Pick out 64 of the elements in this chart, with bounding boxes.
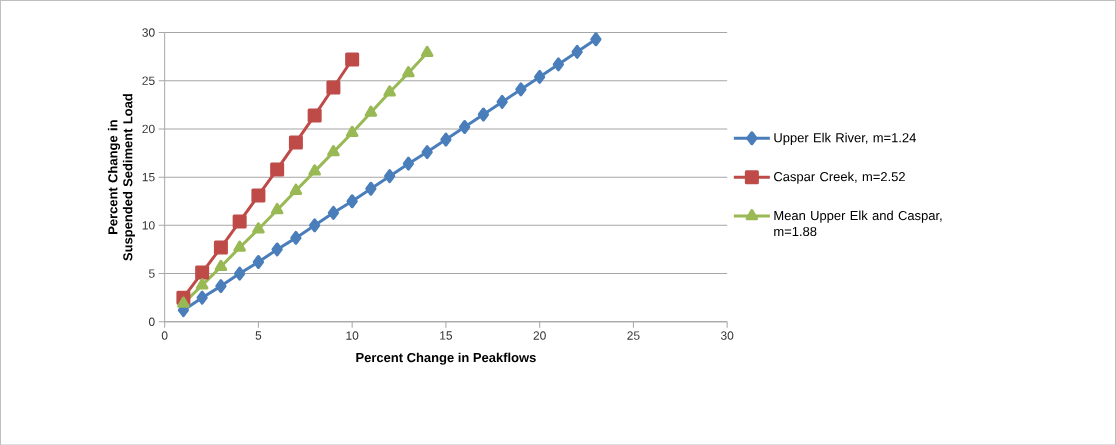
point xyxy=(345,52,360,67)
legend-label: Mean Upper Elk and Caspar, m=1.88 xyxy=(774,210,942,236)
x-axis-title: Percent Change in Peakflows xyxy=(356,352,536,365)
y-tick-label: 20 xyxy=(142,124,155,133)
point xyxy=(252,254,265,269)
point xyxy=(233,240,246,252)
y-tick-label: 25 xyxy=(142,76,155,85)
point xyxy=(440,132,452,147)
point xyxy=(252,222,265,234)
point xyxy=(402,65,415,78)
y-tick-label: 30 xyxy=(142,28,155,37)
point xyxy=(402,156,415,171)
point xyxy=(534,69,546,84)
point xyxy=(271,242,283,257)
point xyxy=(421,144,433,159)
legend-label: Upper Elk River, m=1.24 xyxy=(774,132,916,145)
y-tick-label: 5 xyxy=(148,269,155,278)
point xyxy=(195,277,209,290)
x-tick-label: 5 xyxy=(255,331,262,340)
point xyxy=(234,266,246,281)
point xyxy=(327,205,340,220)
y-tick-label: 0 xyxy=(148,317,155,326)
y-tick-label: 10 xyxy=(142,220,155,230)
point xyxy=(270,202,284,214)
point xyxy=(327,144,340,157)
point xyxy=(215,278,227,293)
point xyxy=(364,105,378,117)
x-tick-label: 10 xyxy=(346,331,359,340)
point xyxy=(290,230,302,245)
point xyxy=(383,85,396,97)
point xyxy=(289,183,303,195)
point xyxy=(214,259,228,271)
point xyxy=(288,135,303,150)
x-tick-label: 15 xyxy=(440,331,453,340)
legend-label: Caspar Creek, m=2.52 xyxy=(774,171,905,184)
x-tick-label: 30 xyxy=(720,331,734,340)
point xyxy=(307,108,322,123)
point xyxy=(590,32,602,47)
point xyxy=(177,296,190,308)
point xyxy=(232,214,247,229)
point xyxy=(571,44,583,59)
y-tick-label: 15 xyxy=(142,172,155,182)
point xyxy=(309,218,321,233)
x-tick-label: 0 xyxy=(161,331,168,340)
point xyxy=(326,80,341,95)
y-axis-title: Percent Change in Suspended Sediment Load xyxy=(107,93,135,261)
point xyxy=(195,265,210,280)
point xyxy=(552,57,565,72)
point xyxy=(477,107,490,122)
point xyxy=(420,45,434,57)
point xyxy=(346,194,358,209)
point xyxy=(459,119,471,134)
point xyxy=(345,125,359,137)
point xyxy=(251,188,266,203)
point xyxy=(384,169,396,184)
point xyxy=(496,94,508,109)
point xyxy=(196,290,208,305)
point xyxy=(515,82,527,97)
point xyxy=(213,240,228,255)
x-tick-label: 20 xyxy=(533,331,546,340)
point xyxy=(308,164,321,176)
point xyxy=(365,181,377,196)
point xyxy=(270,162,285,177)
x-tick-label: 25 xyxy=(627,331,640,340)
